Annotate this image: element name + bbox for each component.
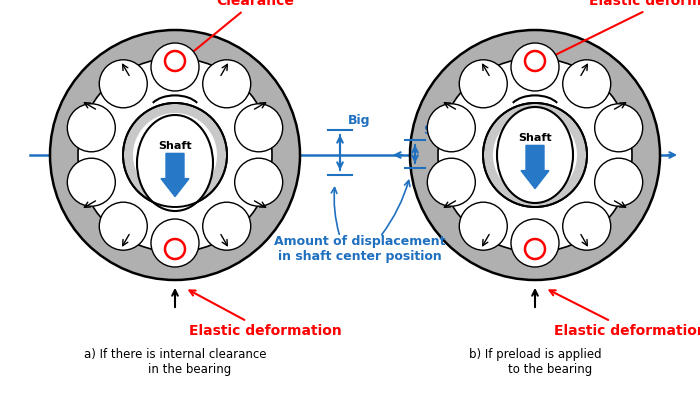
Circle shape — [50, 30, 300, 280]
Circle shape — [234, 104, 283, 152]
Circle shape — [78, 58, 272, 252]
Text: Elastic deformation: Elastic deformation — [188, 290, 342, 338]
Circle shape — [234, 158, 283, 206]
Text: a) If there is internal clearance
        in the bearing: a) If there is internal clearance in the… — [84, 348, 266, 376]
Circle shape — [99, 202, 147, 250]
Text: Amount of displacement
in shaft center position: Amount of displacement in shaft center p… — [274, 235, 446, 263]
Circle shape — [123, 103, 227, 207]
Ellipse shape — [137, 115, 213, 211]
Text: Shaft: Shaft — [158, 141, 192, 151]
Circle shape — [203, 202, 251, 250]
Circle shape — [427, 104, 475, 152]
Circle shape — [133, 113, 217, 197]
FancyArrow shape — [161, 154, 189, 197]
Ellipse shape — [497, 107, 573, 203]
Circle shape — [459, 202, 508, 250]
Circle shape — [151, 43, 199, 91]
Circle shape — [511, 43, 559, 91]
Circle shape — [410, 30, 660, 280]
Circle shape — [427, 158, 475, 206]
Circle shape — [438, 58, 632, 252]
Text: Small: Small — [423, 124, 462, 137]
Circle shape — [511, 219, 559, 267]
Circle shape — [493, 113, 577, 197]
Text: Elastic deformation: Elastic deformation — [550, 290, 700, 338]
Text: Big: Big — [348, 114, 370, 127]
Circle shape — [563, 202, 610, 250]
Circle shape — [67, 158, 116, 206]
Circle shape — [595, 158, 643, 206]
Circle shape — [99, 60, 147, 108]
Text: b) If preload is applied
        to the bearing: b) If preload is applied to the bearing — [469, 348, 601, 376]
Text: Elastic deformation: Elastic deformation — [550, 0, 700, 58]
Circle shape — [203, 60, 251, 108]
Circle shape — [563, 60, 610, 108]
Text: Clearance: Clearance — [187, 0, 294, 57]
Circle shape — [483, 103, 587, 207]
Circle shape — [151, 219, 199, 267]
Text: Shaft: Shaft — [518, 133, 552, 143]
FancyArrow shape — [521, 146, 549, 189]
Circle shape — [595, 104, 643, 152]
Circle shape — [459, 60, 508, 108]
Circle shape — [67, 104, 116, 152]
